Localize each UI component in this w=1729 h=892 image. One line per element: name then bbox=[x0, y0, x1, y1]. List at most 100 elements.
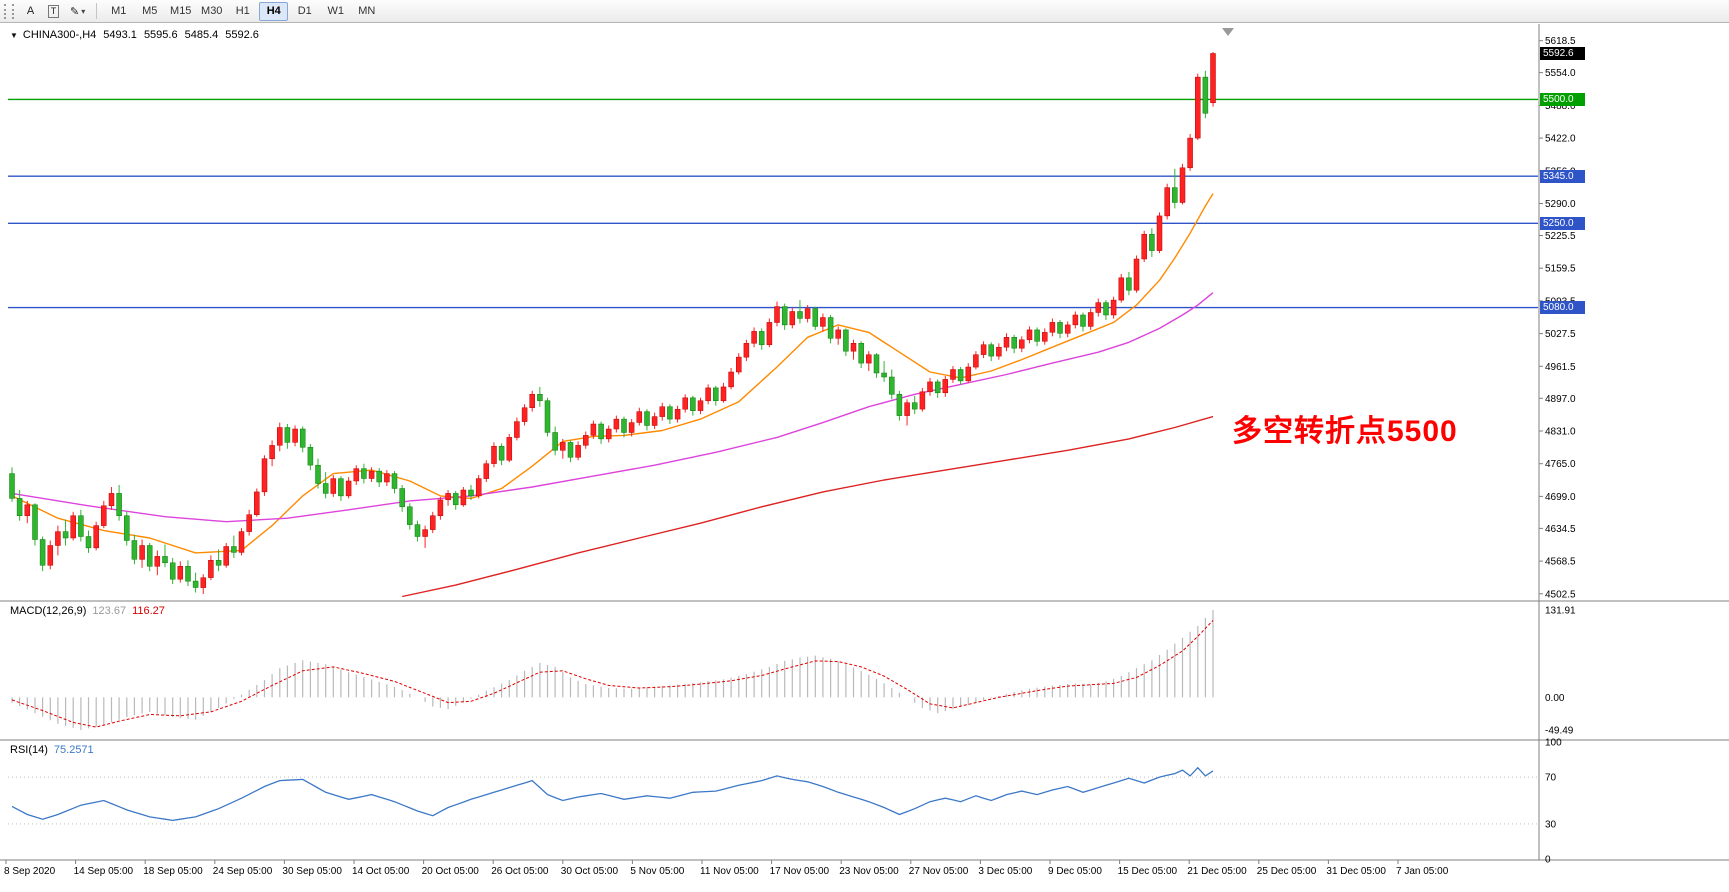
candle bbox=[820, 317, 826, 327]
candle bbox=[827, 317, 834, 339]
toolbar-grip[interactable] bbox=[4, 3, 14, 19]
candle bbox=[904, 402, 910, 416]
tf-button-mn[interactable]: MN bbox=[352, 2, 381, 21]
time-axis-label: 20 Oct 05:00 bbox=[422, 866, 480, 877]
ohlc-high: 5595.6 bbox=[143, 29, 178, 41]
candle bbox=[32, 504, 38, 540]
pointer-tool-button[interactable]: A bbox=[20, 2, 41, 21]
candle bbox=[322, 483, 329, 494]
candle bbox=[139, 545, 145, 560]
candle bbox=[766, 322, 773, 345]
text-tool-icon: T bbox=[47, 4, 60, 18]
candle bbox=[1019, 339, 1025, 349]
time-axis-label: 30 Oct 05:00 bbox=[561, 866, 619, 877]
candle bbox=[988, 344, 994, 357]
candle bbox=[70, 515, 76, 539]
tf-button-m15[interactable]: M15 bbox=[166, 2, 195, 21]
candle bbox=[950, 369, 956, 380]
candle bbox=[1118, 277, 1125, 301]
candle bbox=[1172, 187, 1178, 203]
ma-mid-magenta bbox=[11, 292, 1214, 523]
candle bbox=[430, 515, 436, 530]
candle bbox=[93, 525, 99, 549]
time-axis-label: 31 Dec 05:00 bbox=[1326, 866, 1386, 877]
candle bbox=[804, 308, 811, 319]
candle bbox=[391, 473, 398, 489]
chart-title: ▼ CHINA300-,H4 5493.1 5595.6 5485.4 5592.6 bbox=[10, 29, 259, 41]
candle bbox=[231, 546, 237, 553]
pointer-tool-label: A bbox=[26, 5, 35, 17]
chart-text-annotation[interactable]: 多空转折点5500 bbox=[1232, 415, 1458, 448]
candle bbox=[1026, 329, 1033, 341]
candle bbox=[736, 356, 742, 373]
candle bbox=[1195, 76, 1201, 139]
candle bbox=[85, 536, 92, 549]
candle bbox=[728, 371, 734, 388]
candle bbox=[55, 531, 61, 546]
toolbar-separator bbox=[96, 3, 98, 19]
text-tool-button[interactable]: T bbox=[43, 2, 64, 21]
candle bbox=[154, 556, 161, 567]
price-badge: 5250.0 bbox=[1540, 216, 1585, 230]
price-badge: 5500.0 bbox=[1540, 92, 1585, 106]
tf-button-m1[interactable]: M1 bbox=[104, 2, 133, 21]
tf-button-d1[interactable]: D1 bbox=[290, 2, 319, 21]
tf-button-m30[interactable]: M30 bbox=[197, 2, 226, 21]
time-axis-label: 30 Sep 05:00 bbox=[282, 866, 342, 877]
time-axis-label: 26 Oct 05:00 bbox=[491, 866, 549, 877]
candle bbox=[781, 306, 788, 326]
time-axis-label: 21 Dec 05:00 bbox=[1187, 866, 1247, 877]
candle bbox=[131, 540, 138, 560]
draw-tools-button[interactable]: ✎ ▾ bbox=[66, 2, 89, 21]
tf-button-m5[interactable]: M5 bbox=[135, 2, 164, 21]
candle bbox=[896, 394, 903, 416]
tf-button-h1[interactable]: H1 bbox=[228, 2, 257, 21]
candle bbox=[1164, 187, 1170, 217]
candle bbox=[613, 418, 620, 430]
price-scale-label: 4568.5 bbox=[1545, 557, 1576, 568]
candle bbox=[1126, 277, 1132, 291]
tf-button-w1[interactable]: W1 bbox=[321, 2, 350, 21]
price-badge: 5080.0 bbox=[1540, 301, 1585, 315]
chart-dropdown-icon[interactable]: ▼ bbox=[10, 31, 18, 40]
price-badge: 5592.6 bbox=[1540, 47, 1585, 60]
time-axis-label: 5 Nov 05:00 bbox=[630, 866, 684, 877]
price-scale-label: 5027.5 bbox=[1545, 329, 1576, 340]
candle bbox=[460, 489, 467, 506]
candle bbox=[1057, 322, 1063, 334]
ma-fast-orange bbox=[11, 193, 1214, 554]
tf-button-h4[interactable]: H4 bbox=[259, 1, 289, 21]
price-scale-label: 5554.0 bbox=[1545, 68, 1576, 79]
chart-shift-marker[interactable] bbox=[1222, 28, 1234, 36]
candle bbox=[292, 428, 298, 443]
price-scale-label: 4502.5 bbox=[1545, 589, 1576, 600]
candle bbox=[315, 464, 321, 484]
candle bbox=[537, 394, 543, 401]
price-scale-label: 4831.0 bbox=[1545, 427, 1576, 438]
candle bbox=[1133, 258, 1140, 291]
candle bbox=[881, 372, 887, 378]
candle bbox=[889, 376, 895, 395]
time-axis-label: 15 Dec 05:00 bbox=[1118, 866, 1178, 877]
price-scale-label: 4699.0 bbox=[1545, 492, 1576, 503]
candle bbox=[567, 442, 574, 458]
time-axis-label: 17 Nov 05:00 bbox=[770, 866, 830, 877]
candle bbox=[254, 491, 260, 515]
candle bbox=[1095, 302, 1102, 313]
candle bbox=[1080, 314, 1086, 327]
rsi-scale-label: 100 bbox=[1545, 738, 1562, 749]
candle bbox=[78, 515, 84, 537]
candle bbox=[751, 331, 757, 344]
price-scale-label: 4961.5 bbox=[1545, 362, 1576, 373]
candle bbox=[1042, 332, 1048, 342]
candle bbox=[583, 435, 589, 446]
candle bbox=[651, 416, 658, 426]
candle bbox=[284, 427, 291, 443]
time-axis-label: 18 Sep 05:00 bbox=[143, 866, 203, 877]
price-scale-label: 4897.0 bbox=[1545, 394, 1576, 405]
candle bbox=[223, 546, 229, 566]
candle bbox=[108, 493, 115, 507]
candle bbox=[124, 515, 130, 541]
candle bbox=[605, 428, 612, 440]
